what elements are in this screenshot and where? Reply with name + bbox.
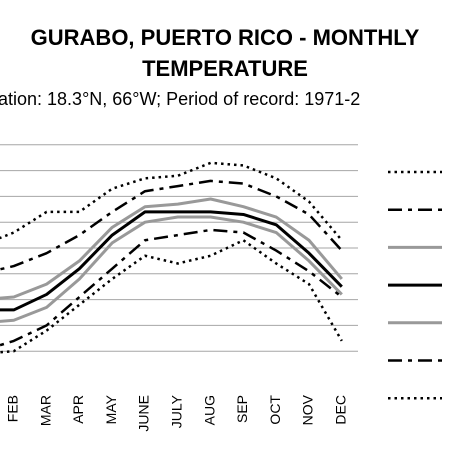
- series-line: [0, 179, 343, 271]
- x-tick-label: DEC: [333, 395, 349, 425]
- x-tick-label: APR: [70, 395, 86, 424]
- x-tick-label: OCT: [267, 395, 283, 425]
- x-tick-label: SEP: [234, 395, 250, 423]
- series-line: [0, 228, 343, 347]
- series-line: [0, 239, 343, 354]
- x-tick-label: MAR: [37, 395, 53, 426]
- x-tick-label: JULY: [169, 394, 185, 428]
- x-tick-label: FEB: [5, 395, 21, 422]
- x-tick-label: MAY: [103, 394, 119, 424]
- x-tick-label: JUNE: [136, 395, 152, 432]
- x-tick-label: NOV: [300, 394, 316, 425]
- series-line: [0, 197, 343, 300]
- series-line: [0, 215, 343, 323]
- series-line: [0, 210, 343, 312]
- chart-subtitle: ation: 18.3°N, 66°W; Period of record: 1…: [0, 89, 361, 109]
- chart-title: GURABO, PUERTO RICO - MONTHLY TEMPERATUR…: [30, 25, 420, 81]
- x-tick-label: AUG: [201, 395, 217, 425]
